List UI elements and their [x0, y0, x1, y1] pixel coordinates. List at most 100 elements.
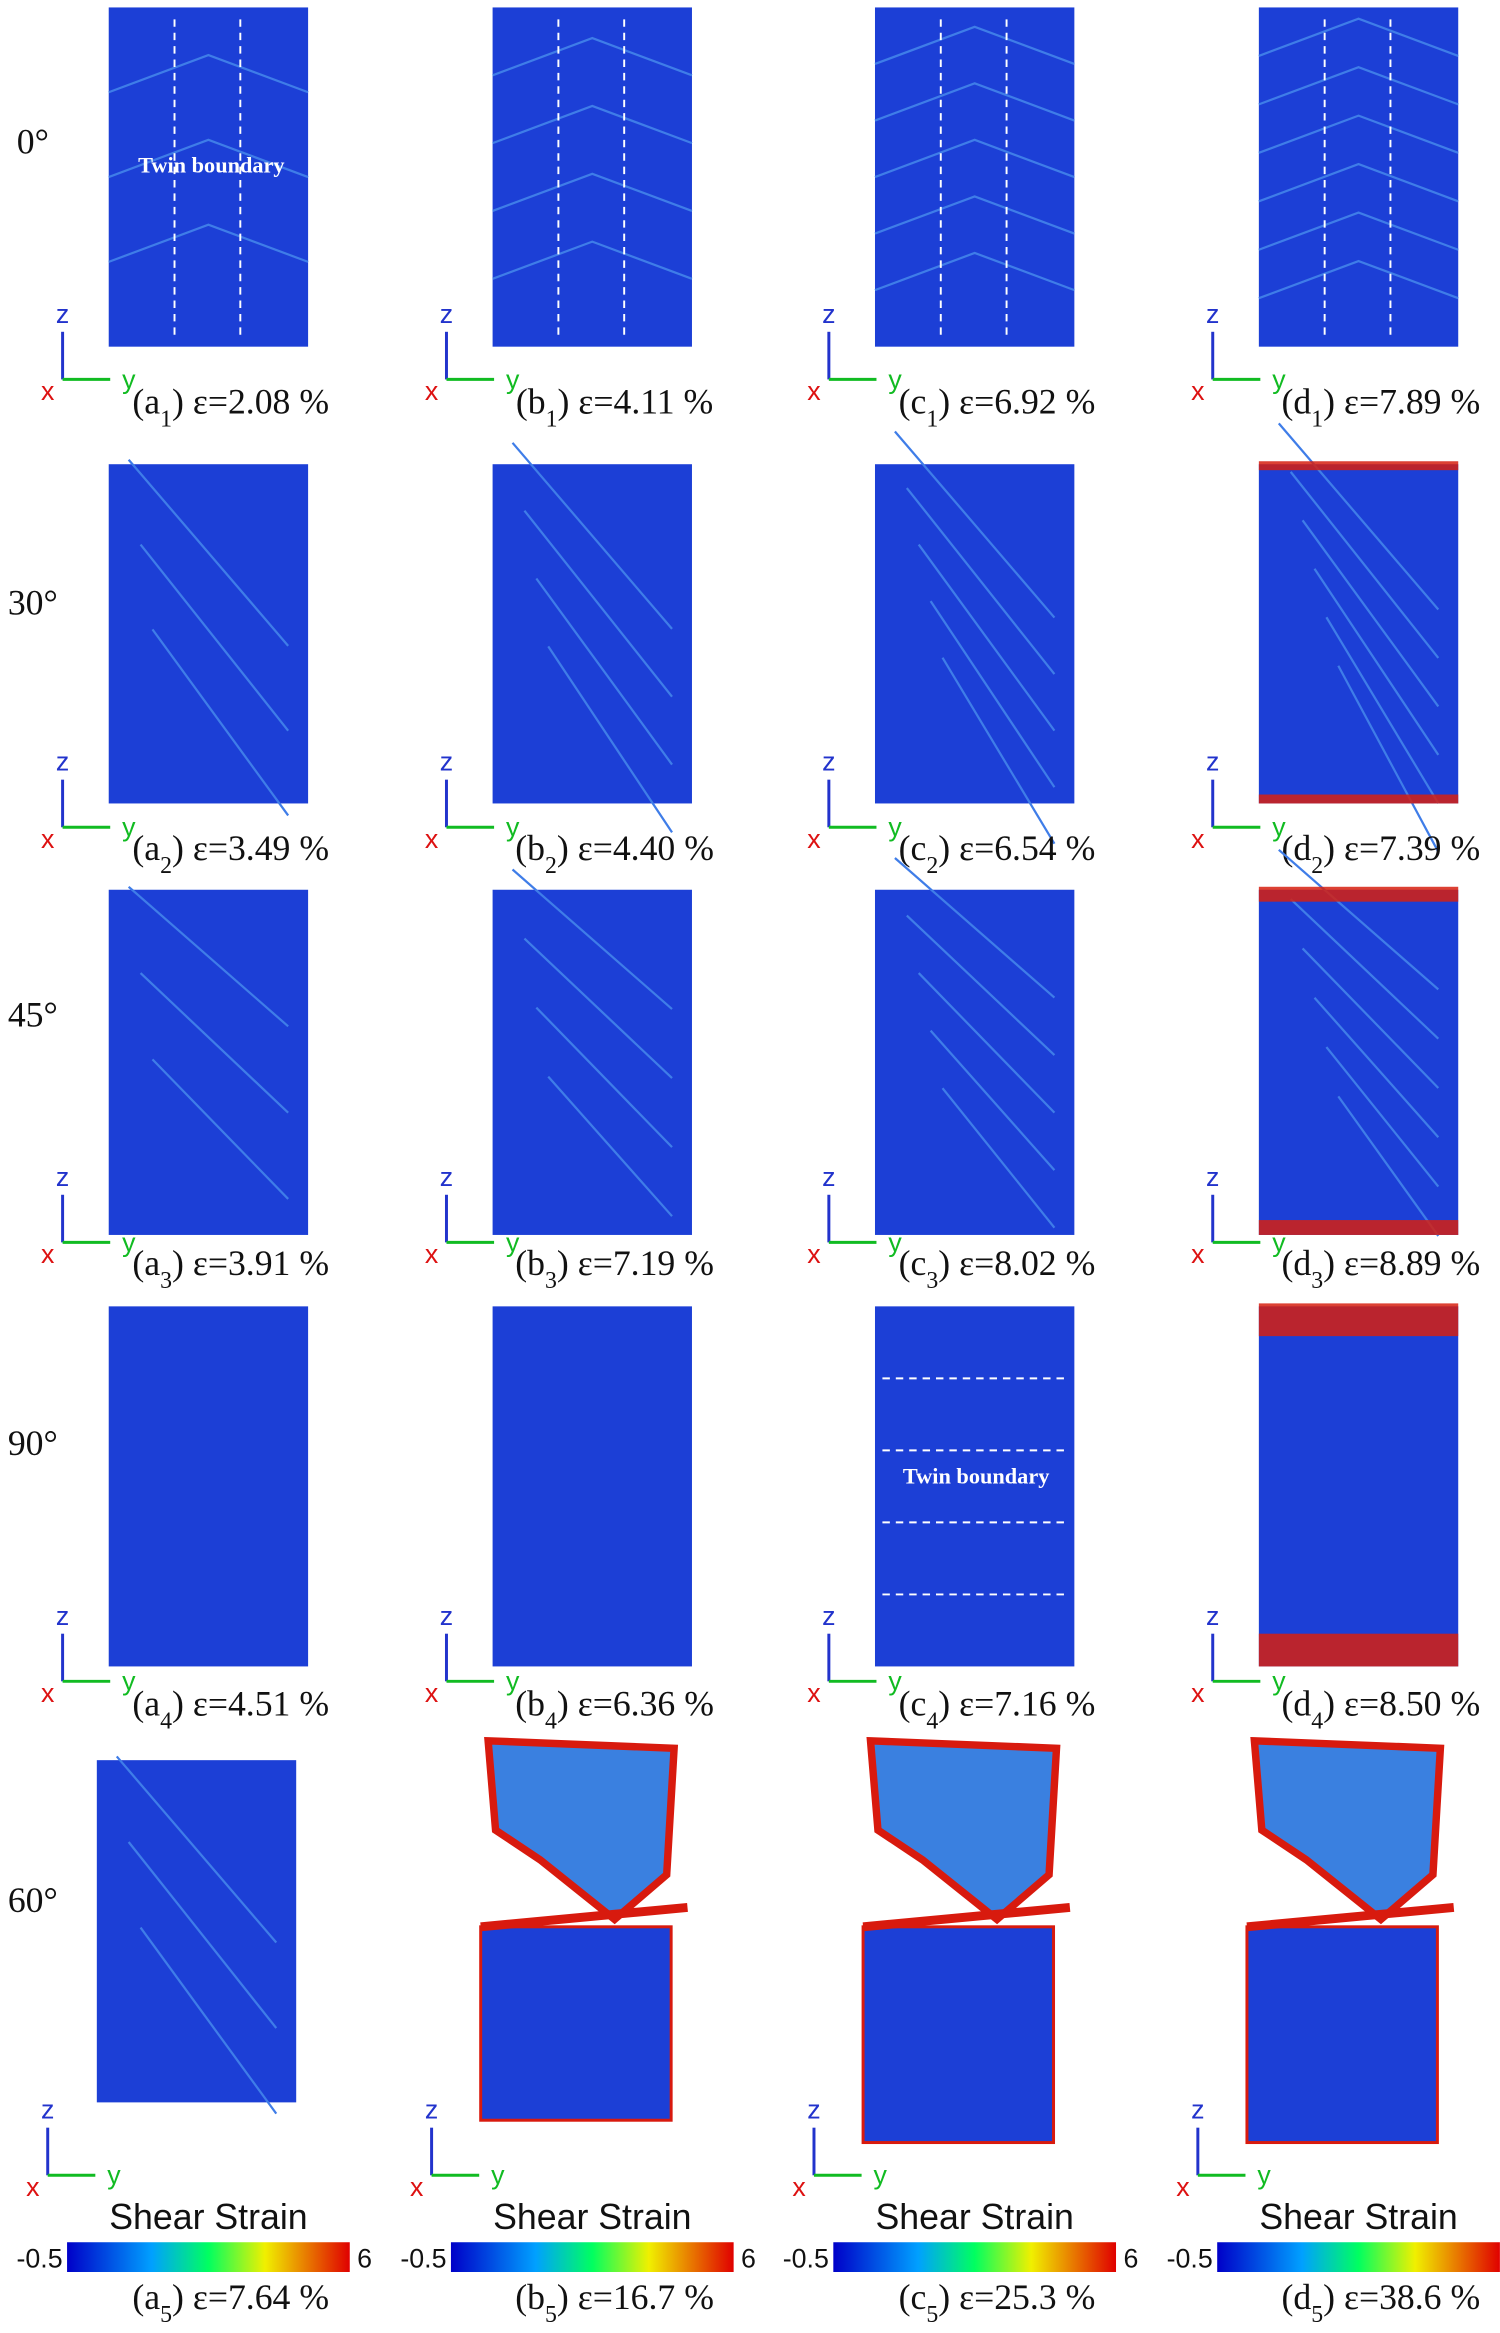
panel-letter: (c: [899, 1684, 927, 1724]
panel-label: (c1) ε=6.92 %: [899, 382, 1096, 433]
panel-letter: (d: [1282, 1684, 1312, 1724]
fracture-edge: [862, 1903, 1071, 1932]
y-label: y: [888, 1666, 902, 1696]
colorbar: [450, 2242, 734, 2272]
panel-subscript: 1: [546, 407, 558, 433]
x-label: x: [1191, 1678, 1205, 1708]
y-label: y: [888, 1227, 902, 1257]
panel-strain: ) ε=6.54 %: [938, 828, 1095, 868]
colorbar: [67, 2242, 350, 2272]
panel-subscript: 4: [545, 1709, 557, 1735]
colorbar-min: -0.5: [16, 2244, 62, 2274]
colorbar-min: -0.5: [1167, 2244, 1213, 2274]
angle-label: 45°: [8, 995, 58, 1035]
panel-strain: ) ε=3.49 %: [172, 828, 329, 868]
panel-strain: ) ε=25.3 %: [938, 2277, 1095, 2317]
y-label: y: [491, 2160, 505, 2190]
z-label: z: [1206, 1162, 1219, 1192]
panel-subscript: 4: [926, 1709, 938, 1735]
specimen-body: [492, 7, 692, 347]
z-label: z: [41, 2095, 54, 2125]
y-label: y: [888, 812, 902, 842]
x-label: x: [807, 1239, 821, 1269]
twin-line: [874, 25, 1075, 66]
twin-line: [115, 1755, 278, 1944]
panel-letter: (a: [132, 828, 160, 868]
twin-line: [1301, 519, 1440, 708]
twin-line: [1278, 848, 1440, 991]
specimen: [108, 885, 309, 1235]
z-label: z: [822, 747, 835, 777]
twin-line: [906, 914, 1056, 1056]
angle-label: 60°: [8, 1880, 58, 1920]
panel-subscript: 5: [1311, 2302, 1323, 2328]
y-label: y: [888, 364, 902, 394]
twin-line: [874, 195, 1075, 235]
twin-line: [547, 645, 673, 834]
y-label: y: [1272, 1666, 1286, 1696]
damage-bottom: [1258, 1220, 1459, 1235]
twin-line: [1289, 471, 1440, 659]
specimen-body: [492, 889, 692, 1235]
annotation: Twin boundary: [903, 1463, 1049, 1488]
specimen-body: [874, 7, 1075, 347]
lower-fragment: [479, 1925, 673, 2122]
panel-letter: (c: [899, 2277, 927, 2317]
specimen: [1258, 7, 1459, 347]
panel-letter: (d: [1282, 828, 1312, 868]
panel-label: (a1) ε=2.08 %: [132, 382, 329, 433]
specimen-body: [1258, 889, 1459, 1235]
z-label: z: [1206, 299, 1219, 329]
twin-line: [1289, 898, 1440, 1040]
y-label: y: [506, 1227, 520, 1257]
upper-fragment: [866, 1736, 1061, 1925]
damage-top: [1258, 886, 1459, 902]
panel-letter: (a: [132, 1684, 160, 1724]
twin-line: [941, 1087, 1056, 1229]
damage-bottom: [1258, 1633, 1459, 1667]
panel-subscript: 5: [926, 2302, 938, 2328]
y-label: y: [1272, 1227, 1286, 1257]
lower-fragment: [861, 1925, 1056, 2145]
twin-line: [511, 868, 673, 1010]
twin-line: [1337, 1095, 1440, 1237]
twin-line: [108, 138, 309, 179]
twin-line: [894, 430, 1056, 619]
panel-label: (d1) ε=7.89 %: [1282, 382, 1481, 433]
twin-line: [1337, 665, 1440, 853]
colorbar: [1217, 2242, 1500, 2272]
panel-strain: ) ε=7.39 %: [1323, 828, 1480, 868]
twin-line: [511, 442, 673, 630]
panel-strain: ) ε=7.16 %: [938, 1684, 1095, 1724]
twin-line: [1258, 17, 1459, 57]
x-label: x: [41, 1678, 55, 1708]
y-label: y: [122, 1227, 136, 1257]
y-label: y: [1272, 364, 1286, 394]
panel-strain: ) ε=2.08 %: [172, 382, 329, 422]
panel-strain: ) ε=6.36 %: [557, 1684, 714, 1724]
z-label: z: [822, 299, 835, 329]
panel-label: (a2) ε=3.49 %: [132, 828, 329, 879]
specimen-body: [108, 889, 309, 1235]
panel-subscript: 4: [1311, 1709, 1323, 1735]
panel-subscript: 1: [926, 407, 938, 433]
specimen: [96, 1755, 297, 2115]
colorbar: [833, 2242, 1117, 2272]
specimen-body: [492, 1306, 692, 1667]
panel-strain: ) ε=8.50 %: [1323, 1684, 1480, 1724]
specimen: [874, 7, 1075, 347]
specimen: [108, 7, 309, 347]
twin-line: [1277, 422, 1440, 611]
specimen: [1258, 1303, 1459, 1667]
specimen-body: [1258, 7, 1459, 347]
z-label: z: [440, 1601, 453, 1631]
panel-label: (d2) ε=7.39 %: [1282, 828, 1481, 879]
panel-subscript: 3: [926, 1268, 938, 1294]
x-label: x: [425, 376, 439, 406]
y-label: y: [122, 812, 136, 842]
panel-subscript: 2: [160, 853, 172, 879]
twin-line: [1325, 1046, 1440, 1188]
panel-letter: (b: [516, 382, 546, 422]
x-label: x: [1191, 1239, 1205, 1269]
twin-line: [535, 577, 673, 766]
